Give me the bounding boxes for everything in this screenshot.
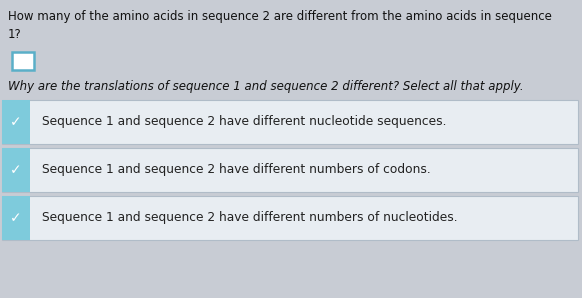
FancyBboxPatch shape xyxy=(2,148,578,192)
FancyBboxPatch shape xyxy=(2,148,30,192)
FancyBboxPatch shape xyxy=(2,196,578,240)
Text: Sequence 1 and sequence 2 have different numbers of nucleotides.: Sequence 1 and sequence 2 have different… xyxy=(42,212,457,224)
FancyBboxPatch shape xyxy=(12,52,34,70)
Text: ✓: ✓ xyxy=(10,211,22,225)
Text: Sequence 1 and sequence 2 have different nucleotide sequences.: Sequence 1 and sequence 2 have different… xyxy=(42,116,446,128)
FancyBboxPatch shape xyxy=(2,100,578,144)
Text: Sequence 1 and sequence 2 have different numbers of codons.: Sequence 1 and sequence 2 have different… xyxy=(42,164,431,176)
Text: Why are the translations of sequence 1 and sequence 2 different? Select all that: Why are the translations of sequence 1 a… xyxy=(8,80,524,93)
FancyBboxPatch shape xyxy=(2,196,30,240)
Text: ✓: ✓ xyxy=(10,163,22,177)
FancyBboxPatch shape xyxy=(2,100,30,144)
Text: ✓: ✓ xyxy=(10,115,22,129)
Text: How many of the amino acids in sequence 2 are different from the amino acids in : How many of the amino acids in sequence … xyxy=(8,10,552,41)
